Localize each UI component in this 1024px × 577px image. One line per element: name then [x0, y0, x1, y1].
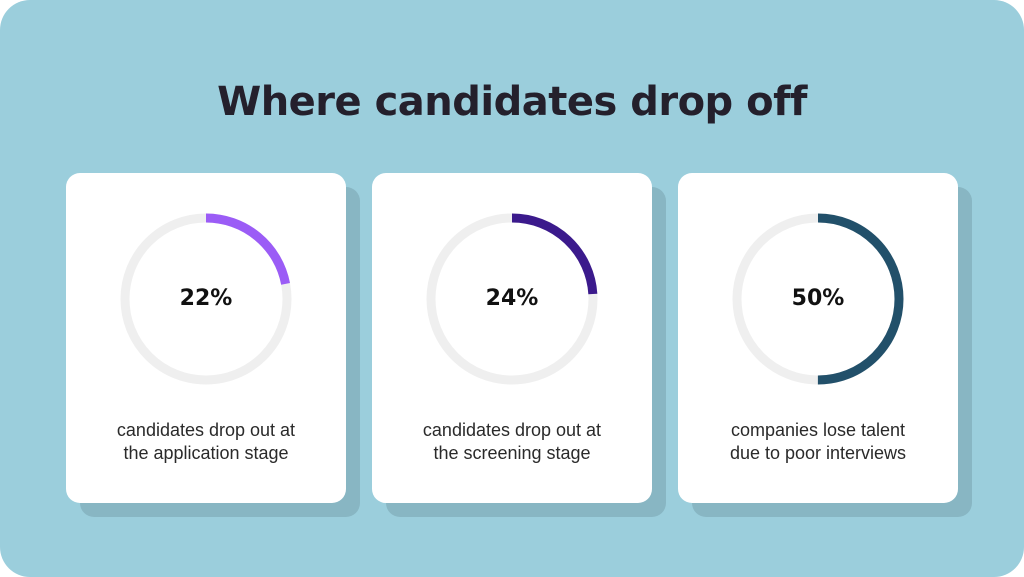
donut-chart — [120, 213, 292, 385]
stat-card-screening: 24% candidates drop out at the screening… — [372, 173, 652, 503]
caption-line: the screening stage — [433, 443, 591, 463]
stat-card-application: 22% candidates drop out at the applicati… — [66, 173, 346, 503]
stat-caption: candidates drop out at the application s… — [76, 419, 336, 465]
caption-line: companies lose talent — [730, 420, 906, 440]
caption-line: due to poor interviews — [729, 443, 907, 463]
donut-arc — [732, 213, 904, 385]
stat-caption: candidates drop out at the screening sta… — [382, 419, 642, 465]
caption-line: the application stage — [123, 443, 289, 463]
percent-label: 22% — [179, 286, 233, 311]
caption-line: candidates drop out at — [116, 420, 296, 440]
stat-caption: companies lose talent due to poor interv… — [688, 419, 948, 465]
percent-label: 50% — [791, 286, 845, 311]
page-title: Where candidates drop off — [217, 79, 807, 125]
donut-arc — [426, 213, 598, 385]
caption-line: candidates drop out at — [422, 420, 602, 440]
donut-chart — [426, 213, 598, 385]
donut-arc — [120, 213, 292, 385]
donut-chart — [732, 213, 904, 385]
percent-label: 24% — [485, 286, 539, 311]
stat-card-interviews: 50% companies lose talent due to poor in… — [678, 173, 958, 503]
